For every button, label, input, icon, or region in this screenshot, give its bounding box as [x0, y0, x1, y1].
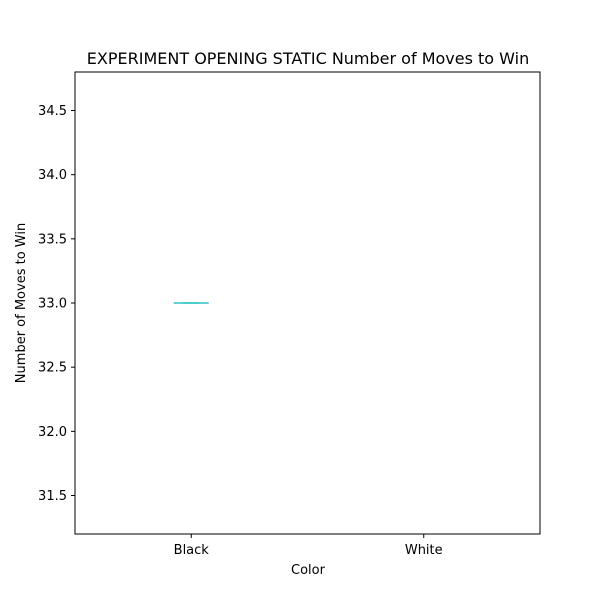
chart-title: EXPERIMENT OPENING STATIC Number of Move… — [87, 49, 529, 68]
y-axis: 31.5 32.0 32.5 33.0 33.5 34.0 34.5 — [38, 104, 75, 504]
y-axis-label: Number of Moves to Win — [14, 223, 29, 383]
y-tick-label: 34.0 — [38, 168, 67, 183]
x-tick-label: White — [405, 543, 443, 558]
x-axis: Black White — [174, 534, 443, 558]
x-tick-label: Black — [174, 543, 210, 558]
plot-area — [74, 71, 541, 535]
y-tick-label: 33.0 — [38, 297, 67, 312]
y-tick-label: 31.5 — [38, 489, 67, 504]
y-tick-label: 32.0 — [38, 425, 67, 440]
x-axis-label: Color — [291, 563, 326, 578]
y-tick-label: 33.5 — [38, 232, 67, 247]
y-tick-label: 32.5 — [38, 361, 67, 376]
y-tick-label: 34.5 — [38, 104, 67, 119]
